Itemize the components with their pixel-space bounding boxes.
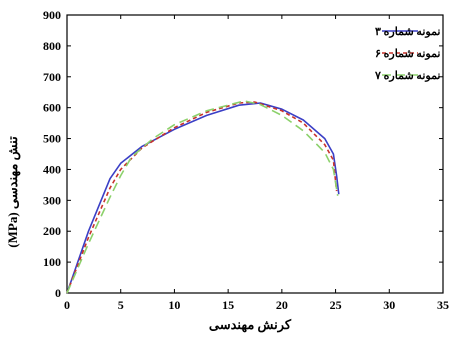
plot-frame xyxy=(66,14,444,294)
legend-label-1: نمونه شماره ۳ xyxy=(375,26,441,38)
x-tick-label: 5 xyxy=(118,298,124,312)
y-tick-label: 0 xyxy=(55,286,61,300)
legend-label-3: نمونه شماره ۷ xyxy=(374,70,441,82)
y-tick-label: 400 xyxy=(43,162,61,176)
x-tick-label: 35 xyxy=(437,298,449,312)
y-tick-label: 200 xyxy=(43,224,61,238)
x-tick-label: 30 xyxy=(383,298,395,312)
x-tick-label: 20 xyxy=(276,298,288,312)
x-axis-title: کرنش مهندسی xyxy=(209,317,292,333)
series-line-2 xyxy=(66,101,338,294)
x-tick-label: 15 xyxy=(222,298,234,312)
legend: نمونه شماره ۳ نمونه شماره ۶ نمونه شماره ۷ xyxy=(374,26,441,82)
plot-layer xyxy=(66,14,444,294)
y-tick-label: 900 xyxy=(43,8,61,22)
x-tick-label: 10 xyxy=(168,298,180,312)
series-line-1 xyxy=(66,102,340,294)
legend-label-2: نمونه شماره ۶ xyxy=(375,48,441,60)
series-line-3 xyxy=(66,100,339,294)
y-tick-label: 300 xyxy=(43,193,61,207)
y-tick-label: 600 xyxy=(43,101,61,115)
y-tick-label: 800 xyxy=(43,39,61,53)
y-tick-label: 700 xyxy=(43,70,61,84)
x-tick-label: 0 xyxy=(64,298,70,312)
axis-layer: 0 5 10 15 20 25 30 35 0 100 200 300 400 500 600 700 800 9… xyxy=(43,8,449,312)
series-layer xyxy=(66,100,340,294)
x-tick-label: 25 xyxy=(330,298,342,312)
y-tick-label: 500 xyxy=(43,132,61,146)
y-axis-title: تنش مهندسی (MPa) xyxy=(5,136,21,248)
y-tick-label: 100 xyxy=(43,255,61,269)
